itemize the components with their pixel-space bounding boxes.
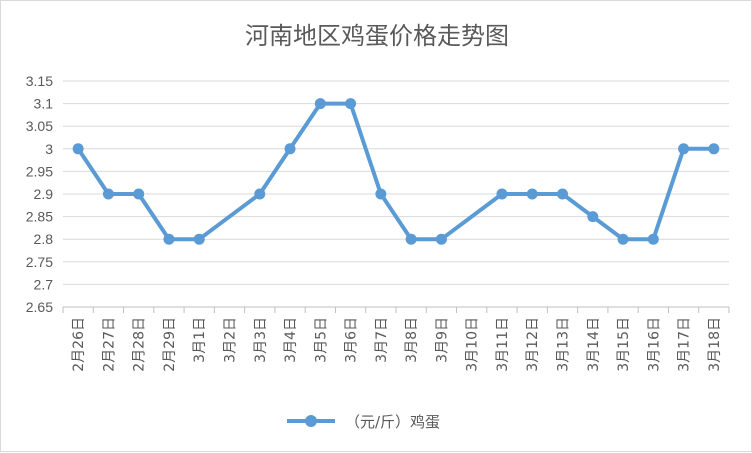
data-point <box>526 188 538 200</box>
x-tick-label: 3月14日 <box>586 317 602 372</box>
legend-marker <box>305 415 317 427</box>
y-tick-label: 2.95 <box>26 163 53 179</box>
x-axis-ticks: 2月26日 2月27日 2月28日 2月29日 3月1日 3月2日 3月3日 3月4日 3月5日… <box>71 317 723 372</box>
x-tick-label: 3月5日 <box>313 317 329 363</box>
data-point <box>557 188 568 200</box>
x-tick-label: 2月27日 <box>101 317 117 372</box>
data-point <box>678 143 690 155</box>
y-tick-label: 2.75 <box>26 254 53 270</box>
y-tick-label: 2.7 <box>34 276 54 292</box>
x-tick-label: 3月10日 <box>465 317 481 372</box>
y-axis-ticks: 2.65 2.7 2.75 2.8 2.85 2.9 2.95 3 3.05 3.1 3.15 <box>26 73 53 315</box>
x-tick-label: 3月6日 <box>344 317 360 363</box>
x-tick-label: 3月12日 <box>525 317 541 372</box>
data-point <box>314 98 326 110</box>
series-group <box>72 98 720 245</box>
y-tick-label: 2.9 <box>34 186 54 202</box>
data-point <box>405 233 417 245</box>
data-point <box>102 188 114 200</box>
data-point <box>345 98 357 110</box>
x-tick-label: 3月8日 <box>404 317 420 363</box>
x-tick-label: 3月17日 <box>677 317 693 372</box>
x-tick-label: 3月2日 <box>223 317 239 363</box>
x-tick-label: 3月1日 <box>192 317 208 363</box>
y-tick-label: 3.05 <box>26 118 53 134</box>
x-tick-label: 3月13日 <box>556 317 572 372</box>
data-point <box>617 233 629 245</box>
data-point <box>375 188 387 200</box>
x-tick-label: 3月3日 <box>253 317 269 363</box>
data-point <box>193 233 205 245</box>
x-tick-label: 3月9日 <box>434 317 450 363</box>
legend-label: （元/斤）鸡蛋 <box>345 413 440 431</box>
x-tick-label: 3月18日 <box>707 317 723 372</box>
x-axis <box>62 306 730 313</box>
legend: （元/斤）鸡蛋 <box>287 413 440 431</box>
data-point <box>708 143 720 155</box>
data-point <box>496 188 508 200</box>
x-tick-label: 2月28日 <box>132 317 148 372</box>
y-tick-label: 2.8 <box>34 231 54 247</box>
y-tick-label: 2.85 <box>26 209 53 225</box>
x-tick-label: 3月16日 <box>646 317 662 372</box>
data-point <box>284 143 296 155</box>
gridlines <box>63 80 729 285</box>
x-tick-label: 2月29日 <box>162 317 178 372</box>
y-tick-label: 3.15 <box>26 73 53 89</box>
data-point <box>647 233 659 245</box>
x-tick-label: 3月4日 <box>283 317 299 363</box>
data-point <box>163 233 175 245</box>
y-tick-label: 3 <box>45 141 53 157</box>
x-tick-label: 3月7日 <box>374 317 390 363</box>
x-tick-label: 3月11日 <box>495 317 511 372</box>
y-tick-label: 3.1 <box>34 96 54 112</box>
data-point <box>254 188 266 200</box>
chart-title: 河南地区鸡蛋价格走势图 <box>245 22 509 50</box>
data-point <box>435 233 447 245</box>
data-point <box>72 143 84 155</box>
x-tick-label: 2月26日 <box>71 317 87 372</box>
y-tick-label: 2.65 <box>26 299 53 315</box>
data-point <box>133 188 145 200</box>
x-tick-label: 3月15日 <box>616 317 632 372</box>
data-point <box>587 211 599 223</box>
